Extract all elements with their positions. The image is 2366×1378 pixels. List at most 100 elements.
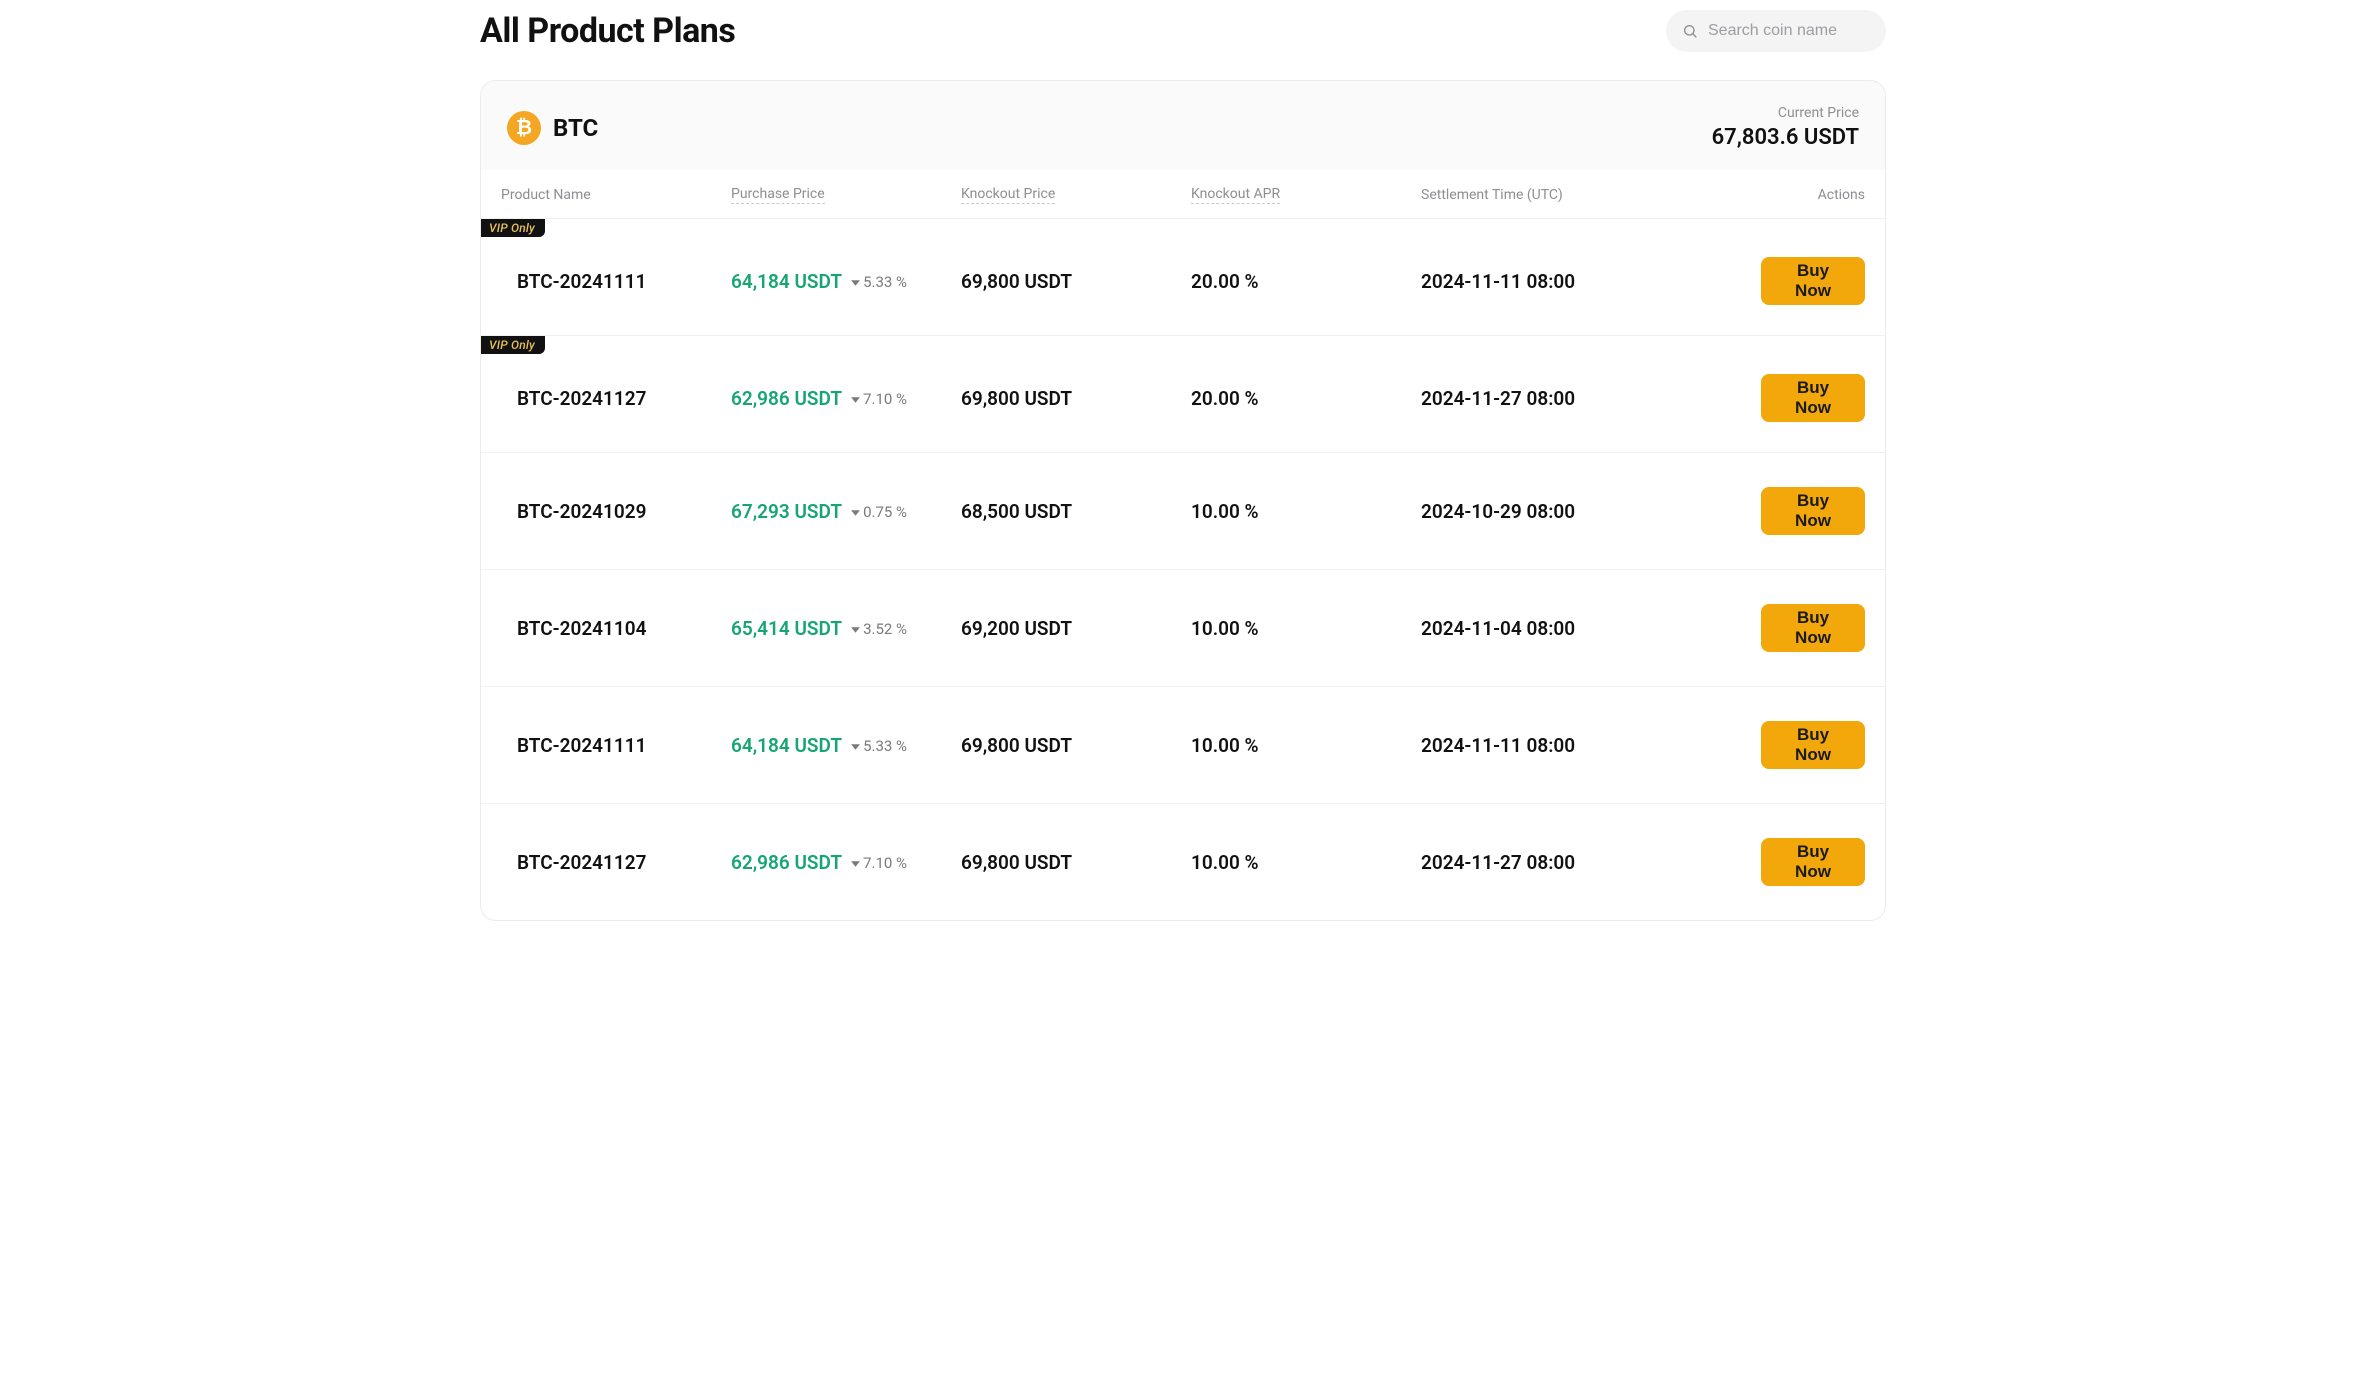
settlement-time: 2024-11-27 08:00 — [1421, 851, 1761, 874]
page-root: All Product Plans ₿ BTC Current Price 67… — [460, 0, 1906, 941]
col-actions: Actions — [1761, 186, 1865, 204]
table-row: BTC-2024102967,293 USDT 0.75 % 68,500 USDT… — [481, 452, 1885, 569]
buy-now-button[interactable]: Buy Now — [1761, 487, 1865, 535]
purchase-price: 64,184 USDT — [731, 734, 842, 757]
purchase-price: 65,414 USDT — [731, 617, 842, 640]
coin-symbol: BTC — [553, 114, 598, 142]
table-row-inner: BTC-2024111164,184 USDT 5.33 % 69,800 USDT… — [481, 219, 1885, 335]
table-row-inner: BTC-2024111164,184 USDT 5.33 % 69,800 USDT… — [481, 687, 1885, 803]
product-name: BTC-20241029 — [501, 500, 731, 523]
purchase-price: 62,986 USDT — [731, 387, 842, 410]
knockout-apr: 10.00 % — [1191, 851, 1421, 874]
settlement-time: 2024-11-04 08:00 — [1421, 617, 1761, 640]
products-panel: ₿ BTC Current Price 67,803.6 USDT Produc… — [480, 80, 1886, 921]
purchase-cell: 64,184 USDT 5.33 % — [731, 734, 961, 757]
price-delta: 0.75 % — [850, 503, 907, 521]
purchase-cell: 67,293 USDT 0.75 % — [731, 500, 961, 523]
actions-cell: Buy Now — [1761, 604, 1865, 652]
buy-now-button[interactable]: Buy Now — [1761, 257, 1865, 305]
knockout-apr: 20.00 % — [1191, 387, 1421, 410]
col-purchase-price[interactable]: Purchase Price — [731, 186, 961, 204]
buy-now-button[interactable]: Buy Now — [1761, 604, 1865, 652]
price-delta: 7.10 % — [850, 854, 907, 872]
table-row: BTC-2024111164,184 USDT 5.33 % 69,800 USDT… — [481, 686, 1885, 803]
delta-pct: 7.10 % — [863, 390, 907, 408]
knockout-price: 68,500 USDT — [961, 500, 1191, 523]
table-row: BTC-2024110465,414 USDT 3.52 % 69,200 USDT… — [481, 569, 1885, 686]
chevron-down-icon — [850, 858, 861, 869]
panel-header: ₿ BTC Current Price 67,803.6 USDT — [481, 81, 1885, 170]
price-delta: 5.33 % — [850, 273, 907, 291]
purchase-cell: 64,184 USDT 5.33 % — [731, 270, 961, 293]
delta-pct: 7.10 % — [863, 854, 907, 872]
current-price-label: Current Price — [1712, 105, 1859, 121]
chevron-down-icon — [850, 507, 861, 518]
delta-pct: 3.52 % — [863, 620, 907, 638]
product-name: BTC-20241127 — [501, 851, 731, 874]
settlement-time: 2024-11-27 08:00 — [1421, 387, 1761, 410]
purchase-cell: 62,986 USDT 7.10 % — [731, 387, 961, 410]
table-row-inner: BTC-2024112762,986 USDT 7.10 % 69,800 USDT… — [481, 804, 1885, 920]
page-title: All Product Plans — [480, 11, 735, 51]
current-price-block: Current Price 67,803.6 USDT — [1712, 105, 1859, 150]
col-product-name: Product Name — [501, 186, 731, 204]
knockout-price: 69,800 USDT — [961, 734, 1191, 757]
knockout-apr: 10.00 % — [1191, 500, 1421, 523]
search-input[interactable] — [1708, 22, 1868, 40]
product-name: BTC-20241111 — [501, 270, 731, 293]
col-settlement: Settlement Time (UTC) — [1421, 186, 1761, 204]
page-header: All Product Plans — [480, 10, 1886, 52]
product-name: BTC-20241111 — [501, 734, 731, 757]
vip-badge: VIP Only — [481, 336, 545, 354]
knockout-apr: 10.00 % — [1191, 734, 1421, 757]
table-row-inner: BTC-2024102967,293 USDT 0.75 % 68,500 USDT… — [481, 453, 1885, 569]
coin-info: ₿ BTC — [507, 111, 598, 145]
chevron-down-icon — [850, 741, 861, 752]
chevron-down-icon — [850, 624, 861, 635]
search-box[interactable] — [1666, 10, 1886, 52]
product-name: BTC-20241127 — [501, 387, 731, 410]
delta-pct: 0.75 % — [863, 503, 907, 521]
table-row: BTC-2024112762,986 USDT 7.10 % 69,800 USDT… — [481, 803, 1885, 920]
actions-cell: Buy Now — [1761, 257, 1865, 305]
settlement-time: 2024-11-11 08:00 — [1421, 734, 1761, 757]
delta-pct: 5.33 % — [863, 273, 907, 291]
knockout-apr: 20.00 % — [1191, 270, 1421, 293]
knockout-price: 69,800 USDT — [961, 851, 1191, 874]
purchase-cell: 65,414 USDT 3.52 % — [731, 617, 961, 640]
delta-pct: 5.33 % — [863, 737, 907, 755]
price-delta: 3.52 % — [850, 620, 907, 638]
settlement-time: 2024-10-29 08:00 — [1421, 500, 1761, 523]
price-delta: 7.10 % — [850, 390, 907, 408]
current-price-value: 67,803.6 USDT — [1712, 125, 1859, 150]
knockout-price: 69,200 USDT — [961, 617, 1191, 640]
search-icon — [1682, 23, 1698, 39]
buy-now-button[interactable]: Buy Now — [1761, 721, 1865, 769]
col-knockout-apr[interactable]: Knockout APR — [1191, 186, 1421, 204]
chevron-down-icon — [850, 277, 861, 288]
bitcoin-glyph: ₿ — [516, 115, 532, 140]
actions-cell: Buy Now — [1761, 374, 1865, 422]
actions-cell: Buy Now — [1761, 487, 1865, 535]
knockout-price: 69,800 USDT — [961, 270, 1191, 293]
purchase-cell: 62,986 USDT 7.10 % — [731, 851, 961, 874]
table-row-inner: BTC-2024112762,986 USDT7.10 %69,800 USDT… — [481, 336, 1885, 452]
price-delta: 5.33 % — [850, 737, 907, 755]
buy-now-button[interactable]: Buy Now — [1761, 838, 1865, 886]
col-knockout-price[interactable]: Knockout Price — [961, 186, 1191, 204]
purchase-price: 62,986 USDT — [731, 851, 842, 874]
purchase-price: 64,184 USDT — [731, 270, 842, 293]
vip-badge: VIP Only — [481, 219, 545, 237]
table-row-inner: BTC-2024110465,414 USDT 3.52 % 69,200 USDT… — [481, 570, 1885, 686]
actions-cell: Buy Now — [1761, 838, 1865, 886]
chevron-down-icon — [850, 394, 861, 405]
table-row: VIP OnlyBTC-2024112762,986 USDT7.10 %69,… — [481, 335, 1885, 452]
product-name: BTC-20241104 — [501, 617, 731, 640]
purchase-price: 67,293 USDT — [731, 500, 842, 523]
table-row: VIP Only BTC-2024111164,184 USDT 5.33 % 69,… — [481, 218, 1885, 335]
knockout-apr: 10.00 % — [1191, 617, 1421, 640]
settlement-time: 2024-11-11 08:00 — [1421, 270, 1761, 293]
actions-cell: Buy Now — [1761, 721, 1865, 769]
buy-now-button[interactable]: Buy Now — [1761, 374, 1865, 422]
bitcoin-icon: ₿ — [507, 111, 541, 145]
